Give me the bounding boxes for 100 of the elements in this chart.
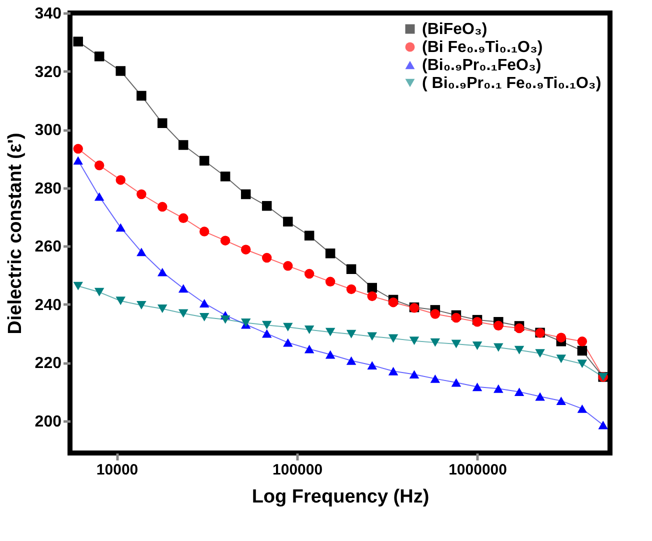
point — [73, 156, 83, 165]
point — [94, 288, 104, 296]
point — [240, 189, 251, 200]
point — [116, 66, 126, 76]
point — [116, 175, 126, 185]
point — [94, 192, 104, 201]
y-tick-label: 200 — [34, 413, 62, 430]
y-tick-label: 240 — [34, 296, 62, 314]
y-tick-label: 220 — [34, 355, 62, 372]
point — [472, 342, 482, 350]
point — [283, 261, 293, 271]
point — [409, 336, 420, 346]
point — [304, 268, 314, 279]
point — [325, 248, 336, 258]
point — [388, 334, 398, 343]
point — [136, 301, 146, 310]
point — [304, 230, 314, 240]
point — [367, 291, 377, 302]
x-tick-label: 10000 — [96, 462, 138, 478]
point — [199, 156, 210, 166]
point — [577, 404, 588, 413]
point — [304, 344, 314, 354]
point — [430, 374, 440, 383]
point — [73, 36, 83, 46]
point — [116, 296, 126, 306]
point — [577, 336, 588, 346]
point — [73, 144, 83, 154]
point — [535, 349, 545, 358]
point — [178, 309, 188, 318]
point — [262, 320, 272, 330]
point — [367, 332, 377, 341]
point — [325, 328, 336, 336]
point — [451, 378, 462, 387]
point — [577, 360, 588, 368]
point — [94, 160, 104, 170]
point — [451, 312, 462, 323]
point — [157, 268, 168, 276]
point — [283, 322, 293, 332]
point — [262, 329, 272, 338]
point — [388, 366, 398, 376]
point — [388, 297, 398, 308]
point — [240, 244, 251, 254]
y-tick-label: 320 — [34, 64, 62, 81]
point — [136, 90, 146, 101]
point — [556, 332, 566, 342]
point — [325, 276, 336, 287]
point — [430, 338, 440, 347]
point — [199, 226, 210, 236]
x-tick-label: 100000 — [272, 462, 323, 478]
point — [514, 388, 524, 396]
x-axis-title: Log Frequency (Hz) — [252, 486, 430, 508]
point — [346, 264, 356, 274]
point — [178, 284, 188, 293]
point — [494, 320, 504, 331]
point — [73, 282, 83, 290]
point — [136, 248, 146, 256]
point — [262, 201, 272, 211]
point — [514, 323, 524, 334]
point — [220, 315, 230, 324]
point — [220, 172, 230, 182]
point — [136, 189, 146, 200]
point — [199, 299, 210, 308]
point — [494, 384, 504, 393]
point — [494, 343, 504, 352]
point — [451, 340, 462, 348]
point — [94, 52, 104, 62]
legend-label: (Bi Fe₀.₉Ti₀.₁O₃) — [422, 39, 543, 56]
point — [556, 354, 566, 364]
point — [577, 346, 588, 356]
point — [535, 392, 545, 401]
point — [598, 420, 608, 430]
point — [346, 356, 356, 365]
y-tick-label: 260 — [34, 238, 62, 256]
point — [178, 140, 188, 150]
point — [367, 282, 378, 293]
point — [409, 370, 420, 379]
y-axis-title: Dielectric constant (ε') — [4, 132, 26, 334]
y-tick-label: 340 — [34, 6, 62, 22]
point — [157, 202, 168, 212]
y-tick-label: 300 — [34, 122, 62, 140]
point — [556, 396, 566, 406]
point — [178, 213, 188, 223]
point — [283, 338, 293, 347]
legend-label: ( Bi₀.₉Pr₀.₁ Fe₀.₉Ti₀.₁O₃) — [422, 75, 602, 92]
point — [367, 361, 377, 370]
point — [157, 118, 168, 128]
point — [262, 252, 272, 263]
point — [157, 304, 168, 313]
point — [220, 236, 230, 246]
point — [325, 350, 336, 359]
point — [304, 326, 314, 334]
legend-label: (Bi₀.₉Pr₀.₁FeO₃) — [422, 57, 542, 74]
point — [199, 312, 210, 322]
point — [514, 346, 524, 354]
point — [283, 216, 293, 227]
legend-label: (BiFeO₃) — [422, 21, 488, 38]
point — [346, 284, 356, 294]
x-tick-label: 1000000 — [448, 462, 507, 478]
point — [116, 223, 126, 232]
point — [346, 330, 356, 338]
